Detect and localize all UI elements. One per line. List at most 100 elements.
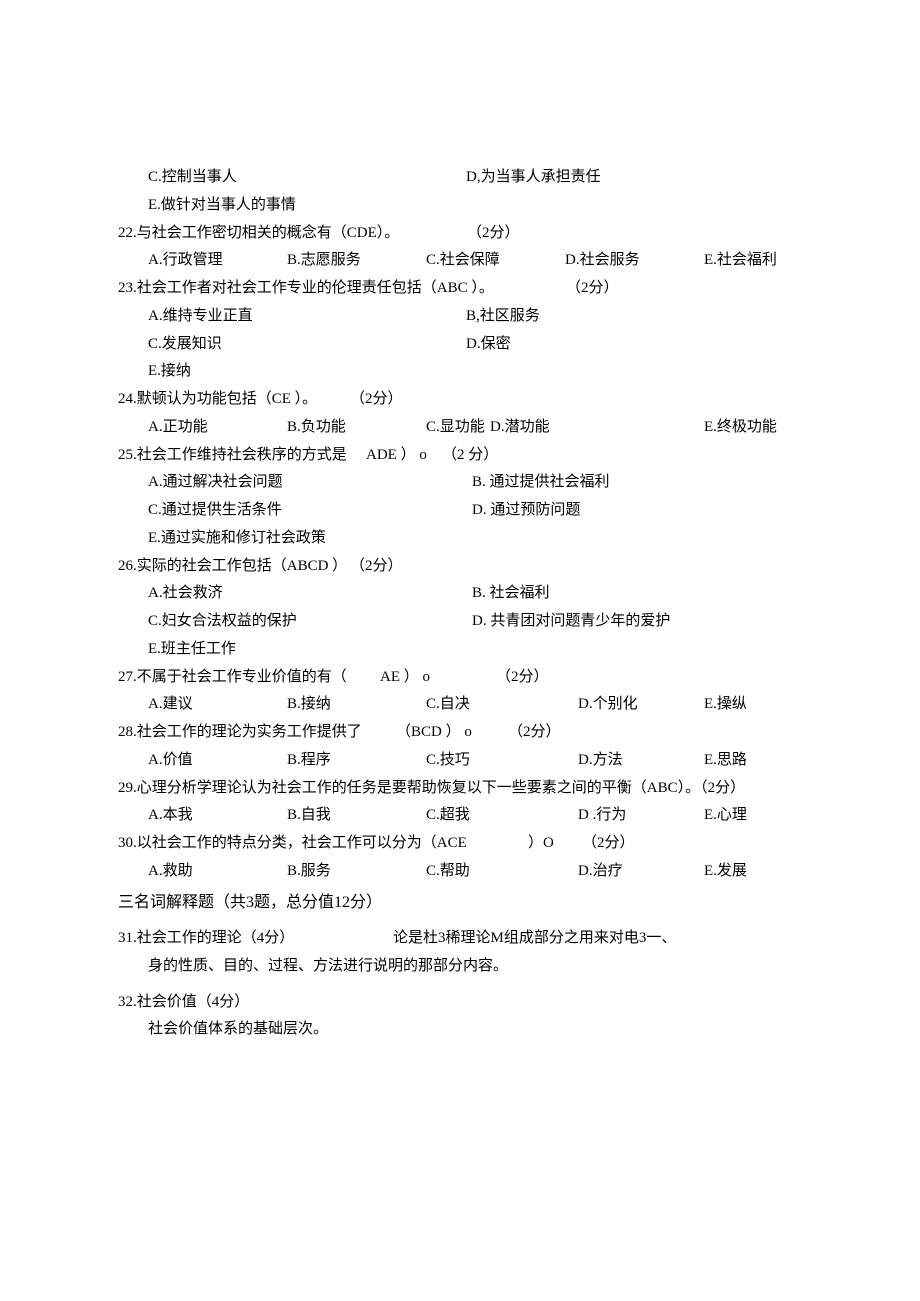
- q30-opt-b: B.服务: [287, 858, 426, 886]
- q23-opt-b: B,社区服务: [466, 303, 540, 331]
- q32-stem: 32 .社会价值（4分）: [118, 989, 810, 1017]
- q31-cont1: 论是杜3稀理论M组成部分之用来对电3一、: [393, 925, 676, 953]
- q22-opt-a: A.行政管理: [148, 247, 287, 275]
- q32-cont-row: 社会价值体系的基础层次。: [148, 1016, 810, 1044]
- q27-opt-e: E.操纵: [704, 691, 747, 719]
- q27-text: 27.不属于社会工作专业价值的有（: [118, 664, 380, 692]
- q22-text: .与社会工作密切相关的概念有（CDE）。: [133, 220, 467, 248]
- q30-opt-e: E.发展: [704, 858, 747, 886]
- q28-ans: （BCD ） o: [396, 719, 508, 747]
- q24-options: A.正功能 B.负功能 C.显功能 D.潜功能 E.终极功能: [148, 414, 810, 442]
- q31-number: 31: [118, 925, 133, 953]
- q27-stem: 27.不属于社会工作专业价值的有（ AE ） o （2分）: [118, 664, 810, 692]
- q30-points: （2分）: [582, 830, 635, 858]
- q29-options: A.本我 B.自我 C.超我 D .行为 E.心理: [148, 802, 810, 830]
- q26-opt-a: A.社会救济: [148, 580, 472, 608]
- q25-options-e: E.通过实施和修订社会政策: [148, 525, 810, 553]
- q28-stem: 28.社会工作的理论为实务工作提供了 （BCD ） o （2分）: [118, 719, 810, 747]
- q24-points: （2分）: [350, 386, 403, 414]
- q27-opt-a: A.建议: [148, 691, 287, 719]
- q24-opt-d: D.潜功能: [490, 414, 704, 442]
- exam-page: C.控制当事人 D,为当事人承担责任 E.做针对当事人的事情 22 .与社会工作…: [0, 0, 920, 1044]
- q23-options-e: E.接纳: [148, 358, 810, 386]
- q21-options-cd: C.控制当事人 D,为当事人承担责任: [148, 164, 810, 192]
- q28-opt-e: E.思路: [704, 747, 747, 775]
- q24-stem: 24.默顿认为功能包括（CE ）。 （2分）: [118, 386, 810, 414]
- q28-opt-d: D.方法: [578, 747, 704, 775]
- q25-points: （2 分）: [442, 442, 498, 470]
- q29-opt-a: A.本我: [148, 802, 287, 830]
- q28-text: 28.社会工作的理论为实务工作提供了: [118, 719, 396, 747]
- q25-opt-c: C.通过提供生活条件: [148, 497, 472, 525]
- q31-text: .社会工作的理论（4分）: [133, 925, 393, 953]
- q31-cont2: 身的性质、目的、过程、方法进行说明的那部分内容。: [148, 953, 508, 981]
- q30-opt-a: A.救助: [148, 858, 287, 886]
- q28-points: （2分）: [508, 719, 561, 747]
- q22-opt-c: C.社会保障: [426, 247, 565, 275]
- q30-stem: 30.以社会工作的特点分类，社会工作可以分为（ACE ）O （2分）: [118, 830, 810, 858]
- q21-opt-c: C.控制当事人: [148, 164, 466, 192]
- q23-options-ab: A.维持专业正直 B,社区服务: [148, 303, 810, 331]
- q28-opt-a: A.价值: [148, 747, 287, 775]
- q26-options-e: E.班主任工作: [148, 636, 810, 664]
- q24-text: 24.默顿认为功能包括（CE ）。: [118, 386, 350, 414]
- q26-opt-b: B. 社会福利: [472, 580, 550, 608]
- q26-options-ab: A.社会救济 B. 社会福利: [148, 580, 810, 608]
- q23-opt-c: C.发展知识: [148, 331, 466, 359]
- q26-text: 26.实际的社会工作包括（ABCD ）: [118, 553, 350, 581]
- q23-opt-d: D.保密: [466, 331, 511, 359]
- q22-opt-d: D.社会服务: [565, 247, 704, 275]
- q24-opt-b: B.负功能: [287, 414, 426, 442]
- q22-opt-e: E.社会福利: [704, 247, 777, 275]
- q23-opt-a: A.维持专业正直: [148, 303, 466, 331]
- q27-opt-b: B.接纳: [287, 691, 426, 719]
- q29-opt-d: D .行为: [578, 802, 704, 830]
- q30-opt-c: C.帮助: [426, 858, 578, 886]
- q23-opt-e: E.接纳: [148, 358, 191, 386]
- section3-title: 三名词解释题（共3题，总分值12分）: [118, 888, 810, 918]
- q25-opt-a: A.通过解决社会问题: [148, 469, 472, 497]
- q24-opt-c: C.显功能: [426, 414, 490, 442]
- q23-points: （2分）: [566, 275, 619, 303]
- q23-options-cd: C.发展知识 D.保密: [148, 331, 810, 359]
- q27-points: （2分）: [496, 664, 549, 692]
- q22-points: （2分）: [467, 220, 520, 248]
- q22-opt-b: B.志愿服务: [287, 247, 426, 275]
- q25-opt-d: D. 通过预防问题: [472, 497, 580, 525]
- q29-opt-c: C.超我: [426, 802, 578, 830]
- q32-text: .社会价值（4分）: [133, 989, 249, 1017]
- q28-opt-c: C.技巧: [426, 747, 578, 775]
- q25-options-cd: C.通过提供生活条件 D. 通过预防问题: [148, 497, 810, 525]
- q25-options-ab: A.通过解决社会问题 B. 通过提供社会福利: [148, 469, 810, 497]
- q28-opt-b: B.程序: [287, 747, 426, 775]
- q25-text: 25.社会工作维持社会秩序的方式是: [118, 442, 366, 470]
- q26-opt-e: E.班主任工作: [148, 636, 236, 664]
- q32-number: 32: [118, 989, 133, 1017]
- q28-options: A.价值 B.程序 C.技巧 D.方法 E.思路: [148, 747, 810, 775]
- q27-options: A.建议 B.接纳 C.自决 D.个别化 E.操纵: [148, 691, 810, 719]
- q30-options: A.救助 B.服务 C.帮助 D.治疗 E.发展: [148, 858, 810, 886]
- q23-stem: 23.社会工作者对社会工作专业的伦理责任包括（ABC ）。 （2分）: [118, 275, 810, 303]
- q29-opt-b: B.自我: [287, 802, 426, 830]
- q31-cont2-row: 身的性质、目的、过程、方法进行说明的那部分内容。: [148, 953, 810, 981]
- q27-opt-c: C.自决: [426, 691, 578, 719]
- q23-text: 23.社会工作者对社会工作专业的伦理责任包括（ABC ）。: [118, 275, 566, 303]
- q27-ans: AE ） o: [380, 664, 496, 692]
- q27-opt-d: D.个别化: [578, 691, 704, 719]
- q25-opt-b: B. 通过提供社会福利: [472, 469, 610, 497]
- q29-stem: 29.心理分析学理论认为社会工作的任务是要帮助恢复以下一些要素之间的平衡（ABC…: [118, 775, 810, 803]
- q22-number: 22: [118, 220, 133, 248]
- q24-opt-a: A.正功能: [148, 414, 287, 442]
- q22-stem: 22 .与社会工作密切相关的概念有（CDE）。 （2分）: [118, 220, 810, 248]
- q30-opt-d: D.治疗: [578, 858, 704, 886]
- q21-opt-e: E.做针对当事人的事情: [148, 192, 296, 220]
- q29-text: 29.心理分析学理论认为社会工作的任务是要帮助恢复以下一些要素之间的平衡（ABC…: [118, 775, 745, 803]
- q26-points: （2分）: [350, 553, 403, 581]
- q30-text: 30.以社会工作的特点分类，社会工作可以分为（ACE: [118, 830, 528, 858]
- q29-opt-e: E.心理: [704, 802, 747, 830]
- q32-cont: 社会价值体系的基础层次。: [148, 1016, 328, 1044]
- q26-opt-c: C.妇女合法权益的保护: [148, 608, 472, 636]
- q22-options: A.行政管理 B.志愿服务 C.社会保障 D.社会服务 E.社会福利: [148, 247, 810, 275]
- q25-stem: 25.社会工作维持社会秩序的方式是 ADE ） o （2 分）: [118, 442, 810, 470]
- q25-opt-e: E.通过实施和修订社会政策: [148, 525, 326, 553]
